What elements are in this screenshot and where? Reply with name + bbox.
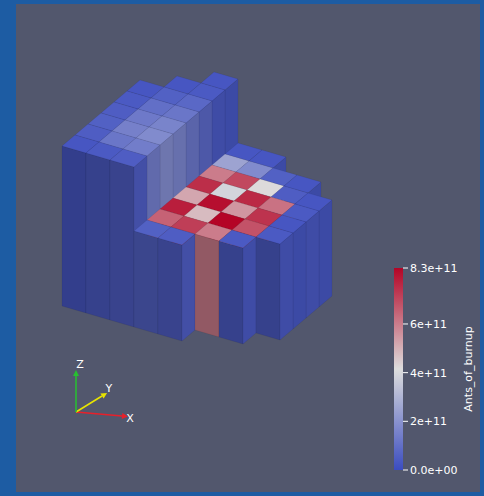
colorbar-tick	[403, 323, 408, 324]
colorbar-tick	[403, 268, 408, 269]
voxel-side	[182, 234, 195, 341]
triad-axis	[75, 376, 77, 412]
voxel-side	[86, 153, 110, 320]
colorbar-tick-label: 4e+11	[410, 367, 447, 380]
voxel-top	[256, 226, 293, 244]
voxel-top	[110, 149, 147, 167]
triad-label: Y	[104, 382, 112, 395]
colorbar	[394, 268, 403, 470]
triad-label: X	[126, 412, 134, 425]
voxel-side	[62, 146, 86, 313]
voxel-side	[110, 160, 134, 327]
voxel-side	[134, 231, 158, 334]
voxel-side	[219, 241, 243, 344]
colorbar-title: Ants_of_burnup	[462, 326, 475, 411]
voxel-side	[280, 233, 293, 340]
colorbar-tick-label: 6e+11	[410, 318, 447, 331]
voxel-top	[219, 230, 256, 248]
voxel-side	[195, 234, 219, 337]
colorbar-tick	[403, 421, 408, 422]
triad-axis	[76, 412, 122, 416]
voxel-side	[158, 238, 182, 341]
voxel-side	[293, 222, 306, 329]
voxel-side	[256, 237, 280, 340]
colorbar-tick-label: 0.0e+00	[410, 464, 457, 477]
colorbar-tick	[403, 470, 408, 471]
triad-label: Z	[76, 358, 84, 371]
voxel-side	[319, 200, 332, 307]
voxel-side	[306, 211, 319, 318]
viewport	[16, 4, 480, 492]
colorbar-tick	[403, 372, 408, 373]
voxel-top	[158, 227, 195, 245]
voxels	[62, 72, 332, 344]
colorbar-tick-label: 8.3e+11	[410, 262, 457, 275]
triad-axis	[76, 396, 102, 412]
voxel-side	[243, 237, 256, 344]
colorbar-tick-label: 2e+11	[410, 415, 447, 428]
